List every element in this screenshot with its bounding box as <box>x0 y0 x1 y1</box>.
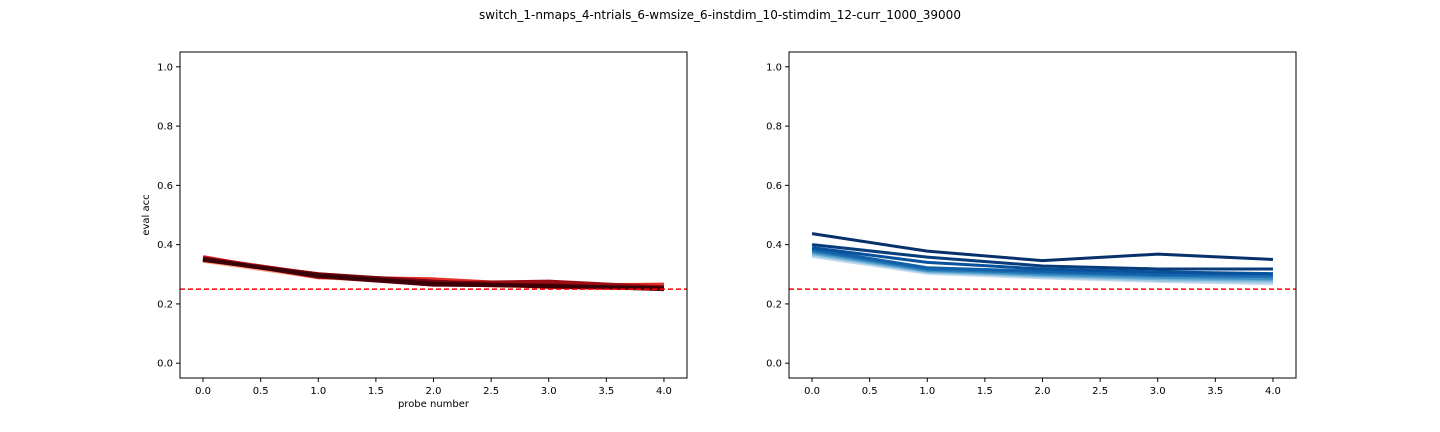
x-tick-label: 1.5 <box>368 386 384 397</box>
x-tick-label: 3.0 <box>1150 386 1166 397</box>
x-tick-label: 2.0 <box>426 386 442 397</box>
x-tick-label: 2.5 <box>483 386 499 397</box>
x-tick-label: 4.0 <box>1265 386 1281 397</box>
right-chart-panel: 0.0 0.5 1.0 1.5 2.0 2.5 3.0 3.5 4.0 0.0 0.2 0.4 0.6 0… <box>766 51 1297 397</box>
x-tick-label: 1.0 <box>310 386 326 397</box>
y-tick-label: 1.0 <box>157 62 173 73</box>
y-tick-label: 0.2 <box>766 299 782 310</box>
figure-suptitle: switch_1-nmaps_4-ntrials_6-wmsize_6-inst… <box>479 8 961 22</box>
series-line-6 <box>811 247 1273 276</box>
x-tick-label: 0.5 <box>253 386 269 397</box>
x-tick-label: 0.5 <box>862 386 878 397</box>
left-chart-panel: 0.0 0.5 1.0 1.5 2.0 2.5 3.0 3.5 4.0 0.0 0.2 0.4 0.6 0… <box>141 51 688 410</box>
y-tick-label: 0.6 <box>766 181 782 192</box>
series-line-7 <box>811 246 1273 276</box>
y-tick-label: 0.4 <box>157 240 173 251</box>
series-line-8 <box>811 243 1273 271</box>
x-tick-label: 3.0 <box>541 386 557 397</box>
series-line-9 <box>202 257 664 291</box>
x-tick-label: 0.0 <box>804 386 820 397</box>
y-tick-label: 0.2 <box>157 299 173 310</box>
y-tick-label: 0.0 <box>766 359 782 370</box>
y-axis-label: eval acc <box>141 194 152 235</box>
x-tick-label: 2.0 <box>1035 386 1051 397</box>
y-tick-label: 1.0 <box>766 62 782 73</box>
series-group <box>811 232 1274 286</box>
x-tick-label: 2.5 <box>1092 386 1108 397</box>
y-tick-label: 0.8 <box>766 122 782 133</box>
x-tick-label: 3.5 <box>1207 386 1223 397</box>
x-tick-label: 3.5 <box>598 386 614 397</box>
plot-area <box>789 52 1296 378</box>
series-group <box>202 255 665 292</box>
y-tick-label: 0.8 <box>157 122 173 133</box>
plot-area <box>180 52 687 378</box>
x-tick-label: 4.0 <box>656 386 672 397</box>
x-axis-label: probe number <box>398 399 470 410</box>
y-tick-label: 0.6 <box>157 181 173 192</box>
series-line-9 <box>811 232 1274 263</box>
x-tick-label: 1.0 <box>919 386 935 397</box>
y-tick-label: 0.4 <box>766 240 782 251</box>
x-tick-label: 1.5 <box>977 386 993 397</box>
y-tick-label: 0.0 <box>157 359 173 370</box>
x-tick-label: 0.0 <box>195 386 211 397</box>
